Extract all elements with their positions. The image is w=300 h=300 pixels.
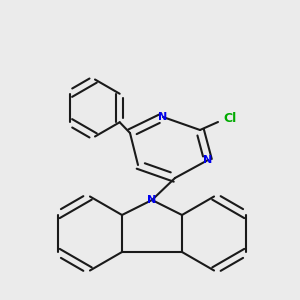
Text: Cl: Cl — [224, 112, 237, 124]
Text: N: N — [158, 112, 168, 122]
Text: N: N — [147, 195, 157, 205]
Text: N: N — [203, 155, 213, 165]
